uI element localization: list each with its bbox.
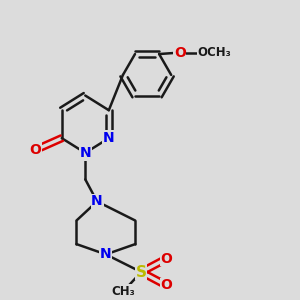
- Text: N: N: [80, 146, 91, 160]
- Text: O: O: [160, 278, 172, 292]
- Text: S: S: [136, 265, 147, 280]
- Text: N: N: [100, 248, 112, 261]
- Text: CH₃: CH₃: [112, 285, 135, 298]
- Text: O: O: [160, 252, 172, 266]
- Text: O: O: [29, 143, 41, 157]
- Text: N: N: [91, 194, 103, 208]
- Text: O: O: [174, 46, 186, 60]
- Text: N: N: [103, 131, 115, 145]
- Text: OCH₃: OCH₃: [197, 46, 231, 59]
